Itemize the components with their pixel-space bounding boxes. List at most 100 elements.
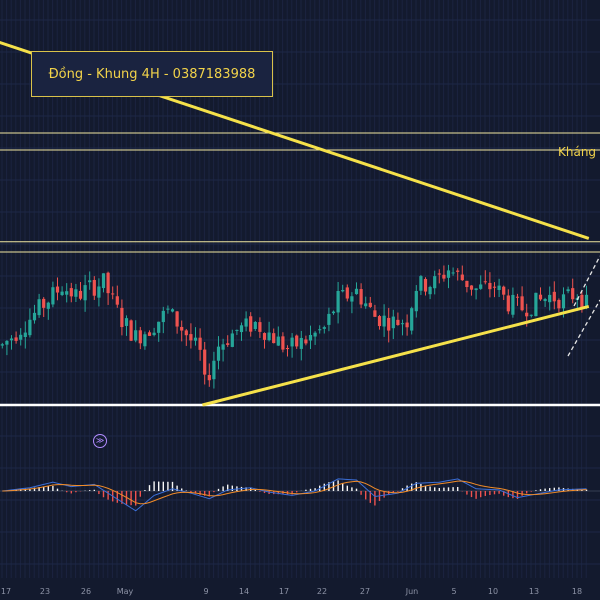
candle [42, 298, 46, 308]
candle [83, 285, 87, 301]
candle [14, 337, 18, 341]
candle [9, 338, 14, 341]
candle [143, 334, 147, 347]
candle [373, 310, 377, 317]
candle [198, 337, 202, 350]
candle [175, 311, 179, 327]
candle [216, 346, 221, 361]
candle [51, 287, 55, 305]
candle [331, 311, 336, 314]
candle [267, 332, 271, 341]
candle [400, 323, 405, 325]
candle [433, 276, 437, 289]
trendline-ascending-support [202, 304, 590, 407]
x-tick-label: 23 [40, 587, 50, 596]
candle [129, 320, 133, 341]
signal-line [2, 480, 587, 505]
candle [474, 288, 478, 291]
candle [437, 273, 441, 275]
candle [405, 322, 409, 328]
candle [552, 291, 556, 302]
x-tick-label: May [117, 587, 134, 596]
candle [497, 285, 501, 290]
candle [285, 348, 290, 350]
candle [469, 285, 474, 290]
candle [147, 332, 152, 336]
candle [88, 280, 92, 283]
x-tick-label: 18 [572, 587, 582, 596]
candle [276, 336, 280, 346]
candle [387, 317, 391, 331]
candle [456, 270, 460, 272]
candle [359, 289, 363, 305]
candle [230, 333, 234, 347]
candle [207, 375, 211, 381]
candle [226, 343, 230, 345]
candle [465, 280, 469, 288]
candle [32, 312, 37, 321]
x-tick-label: 14 [239, 587, 249, 596]
candle [414, 290, 418, 312]
candle [322, 327, 326, 329]
candle [115, 296, 119, 305]
candle [262, 333, 267, 340]
candle [561, 294, 566, 309]
candle [23, 332, 27, 337]
candle [281, 336, 285, 350]
candle [244, 318, 248, 327]
candle [65, 291, 69, 295]
candle [354, 288, 359, 295]
candle [120, 307, 124, 328]
candle [511, 294, 515, 315]
candle [221, 344, 225, 350]
candle [364, 303, 368, 307]
candle [101, 273, 106, 289]
candle [134, 330, 138, 341]
candle [60, 291, 64, 296]
candle [212, 360, 216, 380]
candle [46, 302, 50, 309]
candle [428, 286, 432, 295]
x-axis-strip [0, 580, 600, 600]
candle [5, 340, 9, 345]
candle [350, 296, 354, 302]
candle [336, 290, 340, 313]
candle [368, 302, 372, 307]
candle [170, 309, 175, 312]
candle [506, 295, 510, 312]
x-tick-label: 10 [488, 587, 498, 596]
candle [69, 288, 73, 297]
candle [451, 272, 455, 274]
candle [538, 294, 543, 300]
candle [571, 288, 575, 300]
candle [152, 332, 156, 336]
candle [341, 290, 345, 292]
candle [138, 330, 142, 344]
candle [382, 315, 386, 327]
candle [492, 286, 497, 288]
candle [345, 287, 349, 299]
candle [157, 321, 161, 333]
candle [124, 318, 129, 326]
resistance-label: Kháng [558, 145, 597, 159]
candle [520, 296, 524, 311]
candle [28, 319, 32, 336]
candle [249, 316, 253, 332]
candle [239, 325, 244, 333]
x-tick-label: 5 [451, 587, 456, 596]
candle [235, 329, 239, 331]
candle [543, 298, 547, 302]
candle [529, 314, 533, 316]
candle [78, 290, 83, 299]
candle [193, 337, 198, 341]
candle [502, 286, 506, 295]
replay-icon[interactable]: ≫ [93, 434, 107, 448]
projection-line [567, 299, 600, 357]
candle [180, 326, 184, 331]
x-tick-label: 22 [317, 587, 327, 596]
candle [290, 337, 294, 347]
candle [304, 339, 308, 344]
x-tick-label: 13 [529, 587, 539, 596]
candle [106, 272, 110, 294]
